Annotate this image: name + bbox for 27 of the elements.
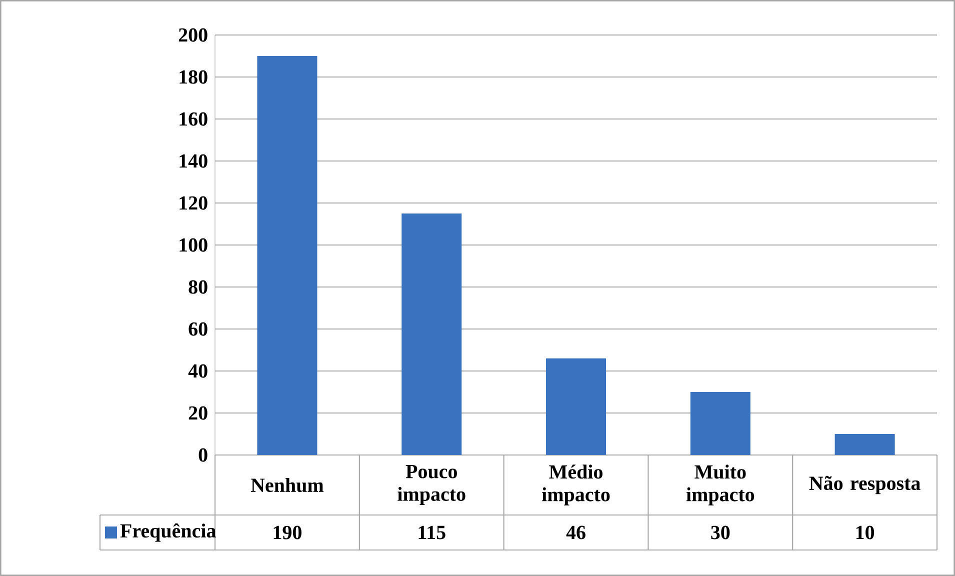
bar: [834, 434, 895, 455]
bar: [402, 214, 462, 455]
bar: [257, 56, 318, 455]
legend-label: Frequência: [120, 523, 216, 542]
data-label: 30: [711, 526, 730, 540]
data-label: 10: [856, 526, 874, 540]
y-tick-label: 160: [180, 112, 208, 126]
y-tick-label: 180: [180, 70, 208, 84]
y-tick-label: 40: [188, 364, 208, 378]
data-label: 190: [274, 526, 302, 540]
x-tick-label: Médio impacto: [542, 464, 610, 506]
bar: [690, 392, 750, 455]
y-tick-label: 140: [180, 154, 208, 168]
data-label: 115: [418, 526, 446, 540]
x-tick-label: Pouco impacto: [398, 464, 466, 506]
y-tick-label: 80: [188, 280, 208, 294]
y-tick-label: 60: [188, 322, 208, 336]
y-tick-label: 100: [180, 238, 208, 252]
x-tick-label: Não resposta: [809, 476, 920, 494]
data-label: 46: [566, 526, 586, 540]
bar: [546, 358, 606, 455]
x-tick-label: Nenhum: [250, 478, 324, 492]
x-tick-label: Muito impacto: [686, 464, 754, 506]
y-tick-label: 0: [198, 448, 208, 462]
y-tick-label: 20: [188, 406, 208, 420]
y-tick-label: 120: [180, 196, 208, 210]
y-tick-label: 200: [178, 28, 208, 42]
